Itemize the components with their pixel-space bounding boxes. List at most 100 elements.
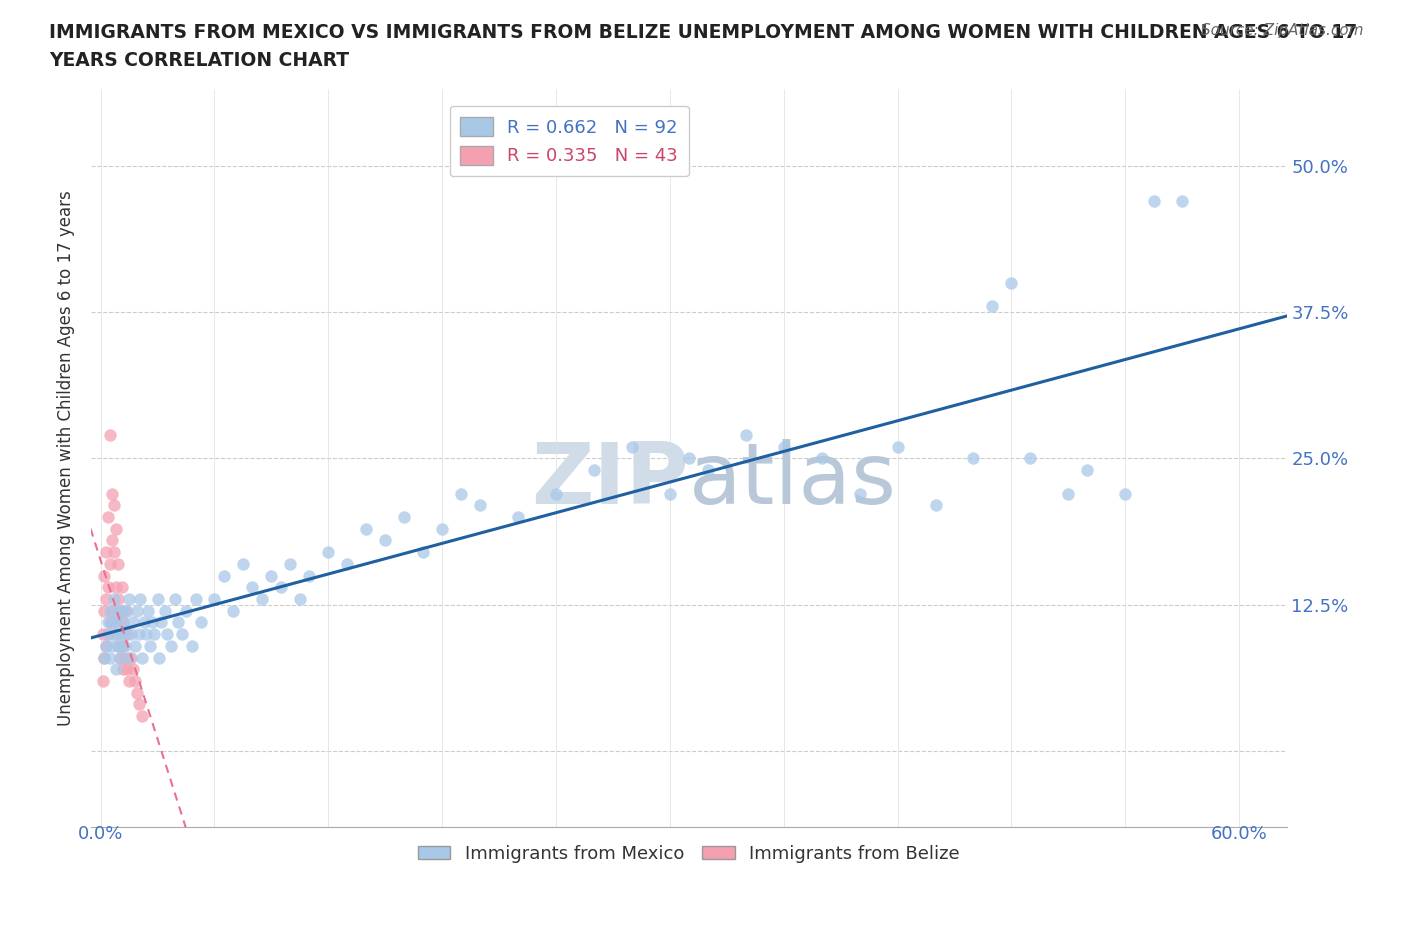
Point xyxy=(180,638,202,653)
Point xyxy=(167,615,190,630)
Point xyxy=(114,650,136,665)
Point xyxy=(98,604,121,618)
Point xyxy=(1114,486,1136,501)
Point xyxy=(122,615,145,630)
Point xyxy=(118,650,141,665)
Point xyxy=(97,510,120,525)
Point xyxy=(108,627,131,642)
Point xyxy=(98,615,121,630)
Point xyxy=(336,556,359,571)
Point xyxy=(450,486,472,501)
Point xyxy=(298,568,321,583)
Point xyxy=(96,638,118,653)
Point xyxy=(107,556,129,571)
Point xyxy=(134,615,156,630)
Point xyxy=(115,627,138,642)
Point xyxy=(156,627,179,642)
Point xyxy=(270,579,292,594)
Point xyxy=(97,627,120,642)
Point xyxy=(104,615,127,630)
Point xyxy=(394,510,416,525)
Point xyxy=(97,579,120,594)
Point xyxy=(250,591,273,606)
Point xyxy=(112,627,135,642)
Point xyxy=(101,615,124,630)
Point xyxy=(658,486,681,501)
Point xyxy=(131,709,153,724)
Point xyxy=(96,638,118,653)
Point xyxy=(468,498,491,512)
Point xyxy=(98,556,121,571)
Y-axis label: Unemployment Among Women with Children Ages 6 to 17 years: Unemployment Among Women with Children A… xyxy=(58,191,75,726)
Point xyxy=(103,498,125,512)
Point xyxy=(115,662,138,677)
Point xyxy=(1057,486,1080,501)
Point xyxy=(124,673,146,688)
Point xyxy=(107,638,129,653)
Point xyxy=(146,591,169,606)
Point xyxy=(93,568,115,583)
Point xyxy=(232,556,254,571)
Point xyxy=(142,627,165,642)
Point xyxy=(98,428,121,443)
Point xyxy=(101,638,124,653)
Text: 60.0%: 60.0% xyxy=(1211,825,1268,844)
Point xyxy=(110,638,132,653)
Point xyxy=(108,650,131,665)
Point xyxy=(242,579,264,594)
Point xyxy=(374,533,396,548)
Point xyxy=(110,638,132,653)
Point xyxy=(96,545,118,560)
Point xyxy=(104,521,127,536)
Point xyxy=(110,604,132,618)
Point xyxy=(125,604,148,618)
Point xyxy=(1171,193,1194,208)
Point xyxy=(120,627,142,642)
Point xyxy=(93,650,115,665)
Point xyxy=(136,604,159,618)
Point xyxy=(150,615,173,630)
Point xyxy=(1000,275,1022,290)
Point xyxy=(112,615,135,630)
Point xyxy=(962,451,984,466)
Point xyxy=(981,299,1004,313)
Point xyxy=(288,591,311,606)
Point xyxy=(356,521,378,536)
Text: YEARS CORRELATION CHART: YEARS CORRELATION CHART xyxy=(49,51,349,70)
Point xyxy=(91,627,114,642)
Point xyxy=(107,591,129,606)
Point xyxy=(141,615,163,630)
Point xyxy=(112,615,135,630)
Point xyxy=(124,638,146,653)
Point xyxy=(222,604,245,618)
Point xyxy=(101,604,124,618)
Point xyxy=(544,486,567,501)
Point xyxy=(506,510,529,525)
Point xyxy=(112,662,135,677)
Point xyxy=(104,627,127,642)
Text: 0.0%: 0.0% xyxy=(77,825,124,844)
Point xyxy=(260,568,283,583)
Point xyxy=(848,486,870,501)
Point xyxy=(734,428,756,443)
Point xyxy=(107,638,129,653)
Point xyxy=(135,627,157,642)
Point xyxy=(98,650,121,665)
Point xyxy=(924,498,946,512)
Point xyxy=(163,591,186,606)
Point xyxy=(582,462,605,477)
Point xyxy=(128,627,150,642)
Text: Source: ZipAtlas.com: Source: ZipAtlas.com xyxy=(1201,23,1364,38)
Text: IMMIGRANTS FROM MEXICO VS IMMIGRANTS FROM BELIZE UNEMPLOYMENT AMONG WOMEN WITH C: IMMIGRANTS FROM MEXICO VS IMMIGRANTS FRO… xyxy=(49,23,1357,42)
Point xyxy=(1143,193,1166,208)
Point xyxy=(104,579,127,594)
Point xyxy=(103,615,125,630)
Point xyxy=(886,439,908,454)
Point xyxy=(620,439,643,454)
Point xyxy=(128,697,150,711)
Point xyxy=(96,591,118,606)
Point xyxy=(810,451,832,466)
Point xyxy=(148,650,170,665)
Point xyxy=(103,627,125,642)
Point xyxy=(110,579,132,594)
